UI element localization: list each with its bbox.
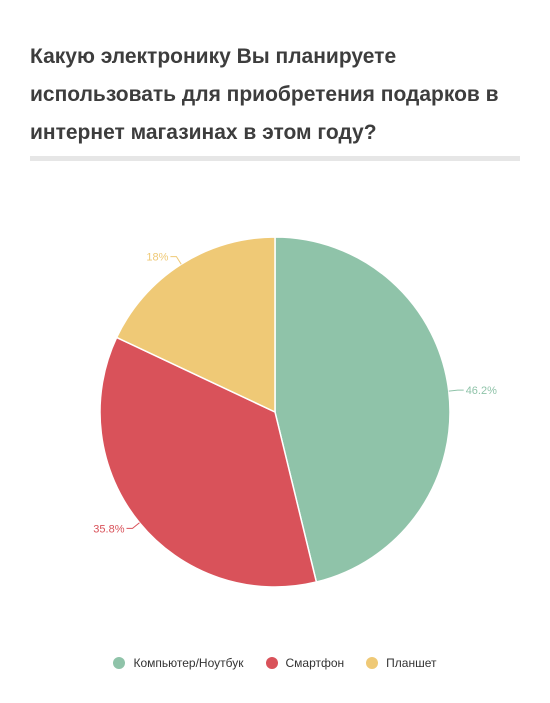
legend-item-smartphone[interactable]: Смартфон (265, 656, 345, 670)
leader-line-tablet (170, 256, 182, 265)
leader-line-smartphone (126, 522, 140, 529)
title-divider (30, 156, 520, 161)
data-label-computer: 46.2% (466, 385, 497, 397)
legend-label-smartphone: Смартфон (285, 656, 345, 670)
legend-item-computer[interactable]: Компьютер/Ноутбук (113, 656, 244, 670)
legend-label-tablet: Планшет (386, 656, 437, 670)
legend-swatch-computer (113, 657, 126, 669)
legend-item-tablet[interactable]: Планшет (366, 656, 437, 670)
pie-slice-computer[interactable] (274, 236, 451, 583)
chart-legend: Компьютер/Ноутбук Смартфон Планшет (0, 656, 550, 670)
legend-label-computer: Компьютер/Ноутбук (133, 656, 244, 670)
legend-swatch-tablet (366, 657, 379, 669)
leader-line-computer (448, 389, 464, 392)
chart-title: Какую электронику Вы планируете использо… (30, 45, 499, 144)
data-label-tablet: 18% (146, 252, 168, 264)
legend-swatch-smartphone (265, 657, 278, 669)
data-label-smartphone: 35.8% (93, 523, 124, 535)
